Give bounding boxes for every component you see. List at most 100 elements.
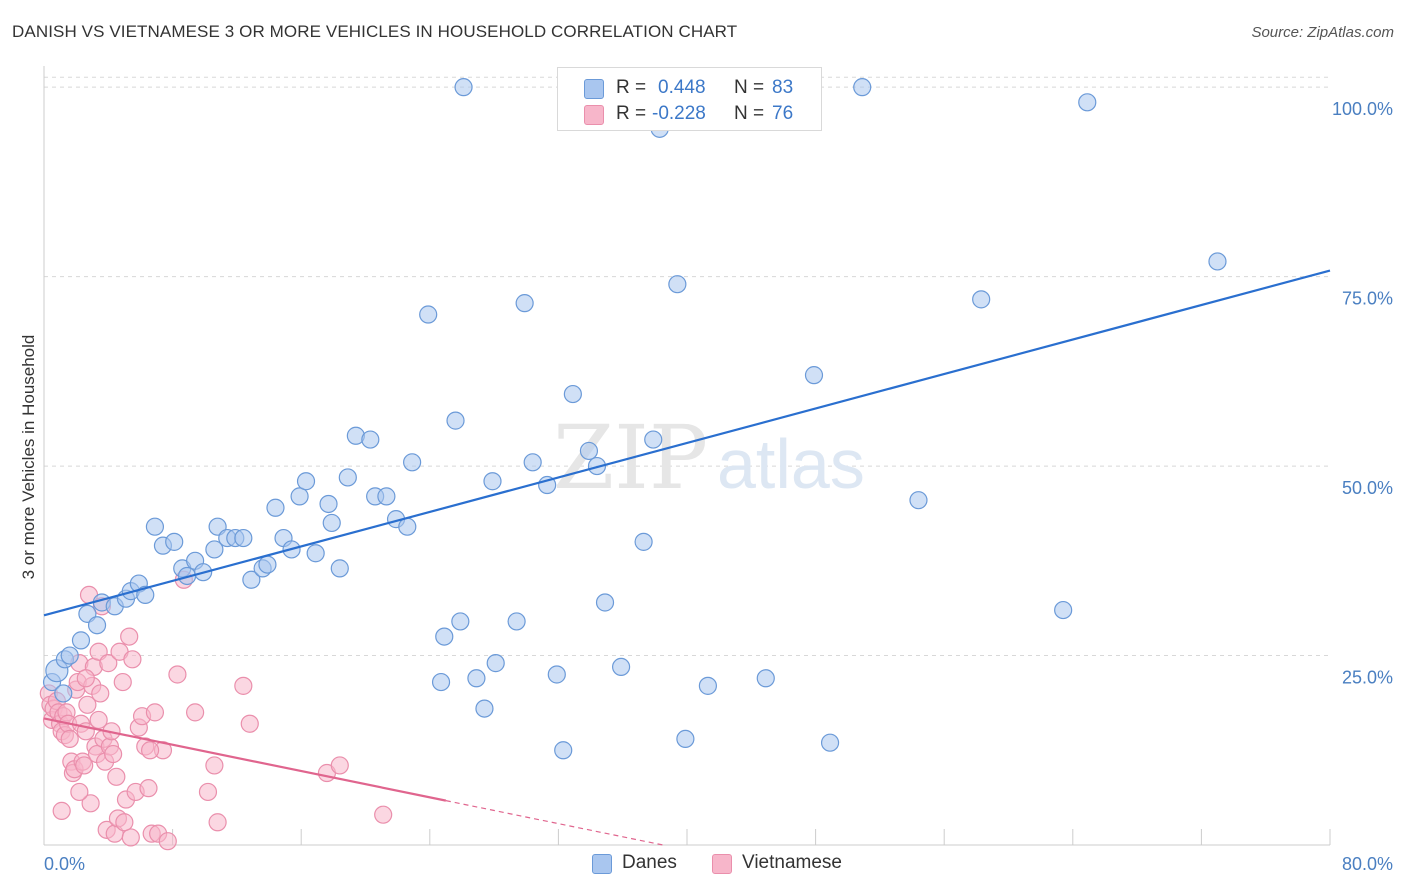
danes-point xyxy=(483,472,502,491)
danes-point xyxy=(165,532,184,551)
danes-r-value: 0.448 xyxy=(658,77,706,98)
vietnamese-swatch xyxy=(584,105,604,125)
danes-point xyxy=(909,491,928,510)
danes-point xyxy=(361,430,380,449)
legend-row-vietnamese: R = -0.228 N = 76 xyxy=(558,102,821,128)
stats-legend: R = 0.448 N = 83 R = -0.228 N = 76 xyxy=(557,67,822,131)
vietnamese-point xyxy=(75,756,94,775)
danes-legend-label: Danes xyxy=(622,852,677,873)
danes-point xyxy=(507,612,526,631)
bottom-legend-danes: Danes xyxy=(592,851,702,879)
trend-lines xyxy=(43,269,1331,846)
bottom-legend-vietnamese: Vietnamese xyxy=(712,851,862,879)
y-tick-label: 50.0% xyxy=(1342,478,1393,498)
danes-point xyxy=(266,498,285,517)
danes-point xyxy=(136,585,155,605)
danes-point xyxy=(258,555,277,574)
vietnamese-point xyxy=(140,741,160,760)
vietnamese-n-label: N = xyxy=(734,103,765,124)
danes-point xyxy=(486,654,505,673)
vietnamese-point xyxy=(374,805,393,824)
grid-lines xyxy=(44,76,1330,657)
danes-point xyxy=(319,494,338,514)
danes-point xyxy=(54,684,73,703)
y-tick-label: 100.0% xyxy=(1332,99,1393,119)
danes-point xyxy=(595,593,615,612)
danes-point xyxy=(698,676,717,695)
danes-point xyxy=(475,699,494,718)
vietnamese-point xyxy=(76,669,95,688)
danes-point xyxy=(451,612,470,631)
danes-point xyxy=(1208,252,1227,271)
vietnamese-point xyxy=(198,782,218,802)
vietnamese-point xyxy=(205,756,224,775)
vietnamese-point xyxy=(234,676,253,695)
danes-point xyxy=(579,441,599,461)
vietnamese-point xyxy=(120,627,139,646)
danes-point xyxy=(454,78,473,97)
danes-point xyxy=(644,430,663,449)
danes-point xyxy=(145,517,165,536)
danes-point xyxy=(563,384,582,404)
vietnamese-trend-line-dashed xyxy=(445,800,664,846)
danes-point xyxy=(234,528,253,548)
vietnamese-points xyxy=(39,570,393,851)
danes-point xyxy=(205,540,224,559)
danes-point xyxy=(306,544,325,563)
danes-point xyxy=(972,290,991,309)
vietnamese-point xyxy=(139,779,158,798)
danes-point xyxy=(435,627,454,646)
vietnamese-trend-line xyxy=(43,717,447,802)
danes-point xyxy=(296,472,316,491)
vietnamese-point xyxy=(81,794,100,813)
danes-legend-swatch xyxy=(592,854,612,874)
danes-point xyxy=(820,733,840,752)
danes-point xyxy=(853,78,872,97)
danes-point xyxy=(611,657,631,677)
axes xyxy=(43,66,1331,846)
danes-point xyxy=(87,616,107,635)
danes-point xyxy=(676,729,695,749)
vietnamese-point xyxy=(240,714,259,733)
danes-point xyxy=(547,665,566,684)
vietnamese-legend-swatch xyxy=(712,854,732,874)
chart-title: DANISH VS VIETNAMESE 3 OR MORE VEHICLES … xyxy=(12,22,738,41)
vietnamese-r-label: R = xyxy=(616,103,647,124)
danes-point xyxy=(523,453,542,472)
vietnamese-point xyxy=(78,695,97,714)
danes-point xyxy=(515,294,534,313)
danes-point xyxy=(467,669,486,688)
legend-row-danes: R = 0.448 N = 83 xyxy=(558,76,821,102)
y-axis-title: 3 or more Vehicles in Household xyxy=(19,335,38,580)
y-tick-label: 25.0% xyxy=(1342,668,1393,688)
vietnamese-n-value: 76 xyxy=(772,103,794,124)
vietnamese-point xyxy=(113,672,132,692)
danes-point xyxy=(322,513,341,533)
vietnamese-point xyxy=(168,665,187,684)
danes-point xyxy=(756,669,775,688)
vietnamese-point xyxy=(158,832,177,851)
x-tick-label: 80.0% xyxy=(1342,854,1393,874)
danes-point xyxy=(804,366,824,385)
danes-r-label: R = xyxy=(616,77,647,98)
vietnamese-r-value: -0.228 xyxy=(652,103,706,124)
vietnamese-point xyxy=(99,654,118,673)
danes-swatch xyxy=(584,79,604,99)
danes-n-value: 83 xyxy=(772,77,794,98)
vietnamese-point xyxy=(330,756,349,775)
danes-points xyxy=(42,78,1227,760)
vietnamese-legend-label: Vietnamese xyxy=(742,852,842,873)
danes-point xyxy=(242,570,261,589)
danes-point xyxy=(668,275,687,294)
watermark-atlas: atlas xyxy=(717,425,865,503)
tick-labels: 25.0% 50.0% 75.0% 100.0% 0.0% 80.0% xyxy=(44,99,1393,874)
vietnamese-point xyxy=(186,703,205,722)
danes-point xyxy=(60,646,79,665)
vietnamese-point xyxy=(52,801,71,820)
danes-point xyxy=(330,559,349,578)
x-tick-label: 0.0% xyxy=(44,854,85,874)
danes-point xyxy=(338,468,357,487)
source-label: Source: ZipAtlas.com xyxy=(1251,24,1394,41)
danes-point xyxy=(1054,600,1073,620)
danes-point xyxy=(71,631,91,650)
